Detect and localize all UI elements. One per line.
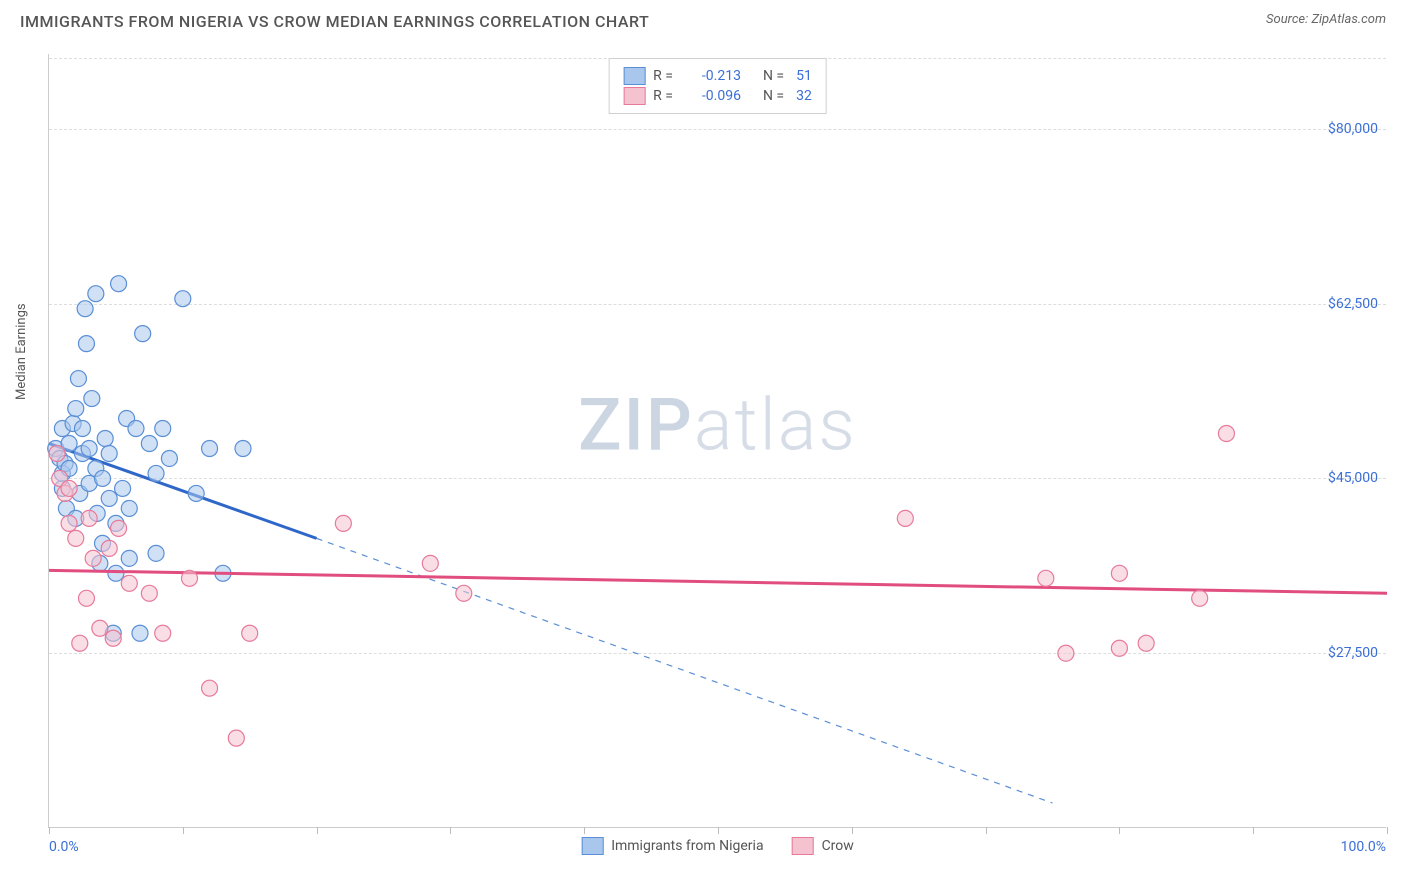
n-value: 51 [796,68,812,84]
legend-label: Crow [822,838,854,854]
data-point-crow [1218,426,1234,442]
x-tick-label-max: 100.0% [1341,839,1386,855]
n-value: 32 [796,88,812,104]
r-value: -0.213 [685,68,741,84]
legend-row-nigeria: R = -0.213 N = 51 [623,67,812,85]
legend-item-crow: Crow [792,837,854,855]
legend-swatch [623,67,645,85]
r-label: R = [653,68,673,84]
data-point-nigeria [155,421,171,437]
data-point-nigeria [101,490,117,506]
data-point-nigeria [132,625,148,641]
data-point-crow [49,445,65,461]
data-point-nigeria [202,440,218,456]
chart-source: Source: ZipAtlas.com [1266,12,1386,27]
data-point-crow [228,730,244,746]
x-tick [584,827,585,834]
data-point-nigeria [121,500,137,516]
legend-swatch [581,837,603,855]
data-point-nigeria [88,286,104,302]
data-point-crow [181,570,197,586]
data-point-nigeria [101,445,117,461]
data-point-crow [72,635,88,651]
x-tick [1253,827,1254,834]
data-point-nigeria [81,440,97,456]
r-value: -0.096 [685,88,741,104]
data-point-nigeria [141,435,157,451]
correlation-legend: R = -0.213 N = 51 R = -0.096 N = 32 [608,58,827,114]
data-point-nigeria [70,371,86,387]
chart-header: IMMIGRANTS FROM NIGERIA VS CROW MEDIAN E… [0,0,1406,37]
data-point-nigeria [148,545,164,561]
data-point-crow [78,590,94,606]
x-tick [1387,827,1388,834]
n-label: N = [763,88,784,104]
data-point-crow [1192,590,1208,606]
data-point-crow [422,555,438,571]
data-point-crow [155,625,171,641]
x-tick [986,827,987,834]
r-label: R = [653,88,673,104]
x-tick [317,827,318,834]
data-point-crow [242,625,258,641]
legend-item-nigeria: Immigrants from Nigeria [581,837,763,855]
data-point-crow [202,680,218,696]
n-label: N = [763,68,784,84]
data-point-crow [121,575,137,591]
legend-row-crow: R = -0.096 N = 32 [623,87,812,105]
scatter-chart: ZIPatlas $27,500$45,000$62,500$80,000 R … [48,54,1386,828]
data-point-crow [335,515,351,531]
data-point-nigeria [161,450,177,466]
data-point-crow [456,585,472,601]
data-point-nigeria [115,480,131,496]
data-point-crow [68,530,84,546]
x-tick [49,827,50,834]
x-tick [1119,827,1120,834]
data-point-nigeria [188,485,204,501]
data-point-nigeria [128,421,144,437]
data-point-crow [1058,645,1074,661]
data-point-crow [111,520,127,536]
data-point-nigeria [77,301,93,317]
data-point-nigeria [97,431,113,447]
y-axis-label: Median Earnings [14,303,29,400]
data-point-nigeria [111,276,127,292]
data-point-crow [105,630,121,646]
legend-swatch [792,837,814,855]
data-point-nigeria [74,421,90,437]
data-point-nigeria [68,401,84,417]
data-point-nigeria [135,326,151,342]
x-tick-label-min: 0.0% [49,839,79,855]
data-point-nigeria [235,440,251,456]
legend-label: Immigrants from Nigeria [611,838,763,854]
data-point-nigeria [84,391,100,407]
data-point-nigeria [78,336,94,352]
x-tick [183,827,184,834]
trend-line-crow [49,570,1387,593]
data-point-nigeria [121,550,137,566]
data-point-nigeria [95,470,111,486]
data-point-crow [1138,635,1154,651]
data-point-crow [92,620,108,636]
x-tick [718,827,719,834]
data-point-crow [1111,640,1127,656]
data-point-nigeria [148,465,164,481]
data-point-crow [61,480,77,496]
data-point-crow [81,510,97,526]
data-point-crow [101,540,117,556]
data-point-crow [141,585,157,601]
data-point-crow [85,550,101,566]
data-point-crow [61,515,77,531]
chart-title: IMMIGRANTS FROM NIGERIA VS CROW MEDIAN E… [20,12,649,31]
data-point-crow [1111,565,1127,581]
data-point-crow [897,510,913,526]
data-point-nigeria [175,291,191,307]
legend-swatch [623,87,645,105]
plot-svg [49,54,1386,827]
series-legend: Immigrants from Nigeria Crow [581,837,854,855]
x-tick [450,827,451,834]
data-point-crow [1038,570,1054,586]
data-point-nigeria [108,565,124,581]
x-tick [852,827,853,834]
